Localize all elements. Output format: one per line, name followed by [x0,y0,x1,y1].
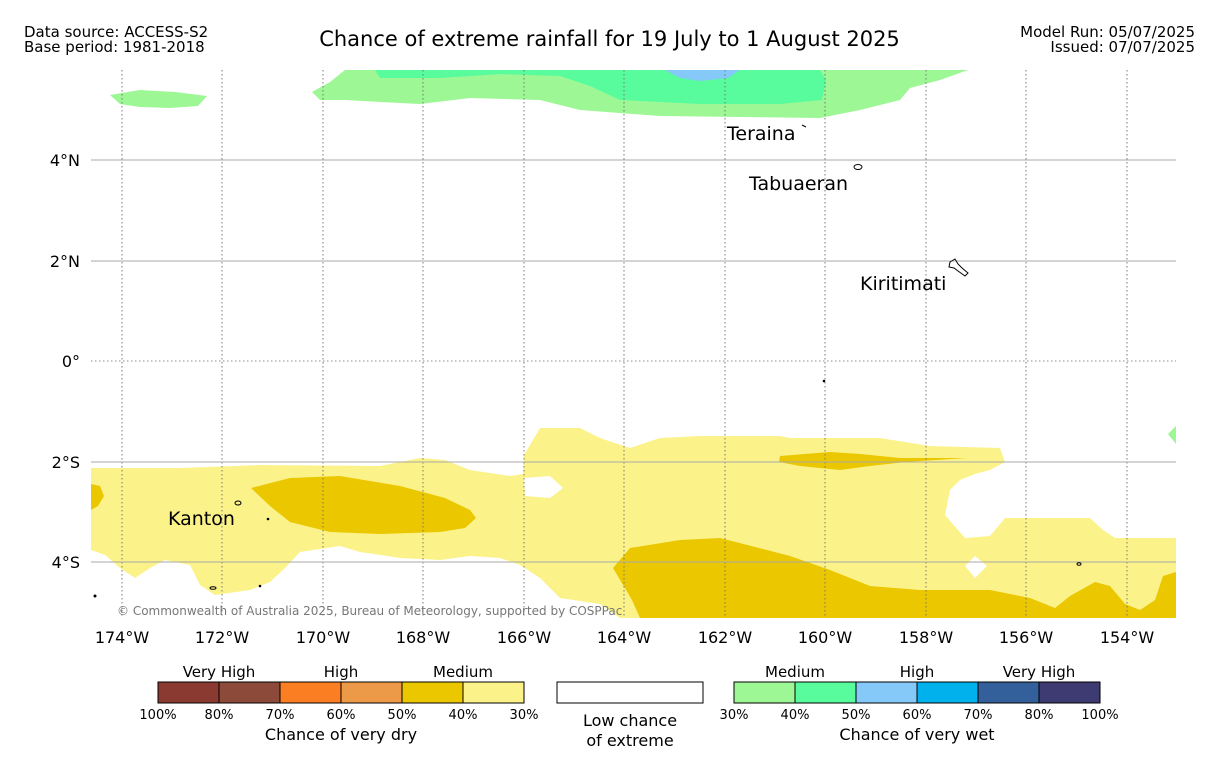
legend-wet-caption: Chance of very wet [839,725,994,744]
legend-low-line1: Low chance [583,711,677,730]
legend-dry-swatch [463,682,524,703]
dry-50-40-region [613,538,1176,618]
wet-high-region-blue [665,70,740,81]
kanton-island [234,500,242,506]
islet [93,594,97,598]
place-label-kiritimati: Kiritimati [860,273,946,295]
islet [258,584,262,588]
issued-text: Issued: 07/07/2025 [1050,38,1195,56]
dry-50-40-region [91,484,104,510]
islet [209,586,217,590]
legend-dry-tick: 70% [266,708,295,723]
legend-wet-tick: 70% [964,708,993,723]
legend-dry: Very High High Medium 100% 80% 70% 60% 5… [139,663,538,744]
low-chance-hole [91,546,620,618]
header-model: Model Run: 05/07/2025 Issued: 07/07/2025 [1020,25,1195,55]
legend-wet-tick: 40% [781,708,810,723]
legend-wet-tick: 100% [1081,708,1118,723]
legend-dry-tick: 40% [449,708,478,723]
legend-wet-category: Very High [1003,663,1076,681]
place-label-kanton: Kanton [168,508,235,530]
legend-wet: Medium High Very High 30% 40% 50% 60% 70… [720,663,1119,744]
legend-dry-swatch [280,682,341,703]
dry-50-40-region [779,452,967,470]
low-chance-hole [524,476,563,498]
legend-dry-swatch [341,682,402,703]
map-title: Chance of extreme rainfall for 19 July t… [319,27,900,51]
legend-dry-tick: 80% [205,708,234,723]
lat-label: 4°S [52,553,80,572]
legend-wet-swatch [917,682,978,703]
islet [1076,562,1082,566]
legend-wet-swatch [734,682,795,703]
lat-label: 0° [62,352,80,371]
lon-label: 156°W [999,628,1054,647]
legend-wet-tick: 60% [903,708,932,723]
legend-low: Low chance of extreme [556,681,704,750]
legend-dry-swatch [402,682,463,703]
legend-wet-tick: 50% [842,708,871,723]
legend-wet-swatch [795,682,856,703]
legend-dry-swatch [158,682,219,703]
legend-wet-tick: 80% [1025,708,1054,723]
legend-dry-tick: 30% [510,708,539,723]
lon-label: 170°W [296,628,351,647]
map-fields [91,70,1176,618]
legend-dry-tick: 100% [139,708,176,723]
lat-label: 2°N [50,252,80,271]
legend-low-swatch [556,681,704,704]
lon-label: 160°W [798,628,853,647]
kiritimati-island [948,258,969,277]
legend-low-line2: of extreme [586,731,673,750]
islet [822,379,826,383]
legend-dry-category: Medium [433,663,493,681]
lon-label: 164°W [597,628,652,647]
place-label-tabuaeran: Tabuaeran [748,173,848,195]
dry-50-40-region [251,476,476,534]
wet-edge-east [1168,426,1176,444]
lon-label: 168°W [396,628,451,647]
legend-dry-caption: Chance of very dry [265,725,417,744]
legend-wet-swatch [978,682,1039,703]
legend-wet-swatch [856,682,917,703]
legend-dry-swatch [219,682,280,703]
lon-label: 154°W [1100,628,1155,647]
wet-medium-region-west [110,90,207,108]
islands [93,124,1082,598]
base-period-text: Base period: 1981-2018 [24,38,205,56]
islet [266,517,270,521]
copyright-text: © Commonwealth of Australia 2025, Bureau… [117,604,622,618]
legend-dry-tick: 60% [327,708,356,723]
legend-dry-category: Very High [183,663,256,681]
header-source: Data source: ACCESS-S2 Base period: 1981… [24,25,208,55]
model-run-text: Model Run: 05/07/2025 [1020,23,1195,41]
legend-wet-swatch [1039,682,1100,703]
data-source-text: Data source: ACCESS-S2 [24,23,209,41]
legend-wet-category: High [900,663,934,681]
legend-wet-tick: 30% [720,708,749,723]
gridlines [91,70,1176,618]
lon-label: 166°W [497,628,552,647]
teraina-island [801,124,807,128]
lon-label: 174°W [95,628,150,647]
tabuaeran-island [853,164,863,170]
lat-label: 2°S [52,453,80,472]
legend-dry-category: High [324,663,358,681]
legend-dry-tick: 50% [388,708,417,723]
lat-label: 4°N [50,151,80,170]
place-label-teraina: Teraina [726,123,796,145]
lon-label: 172°W [195,628,250,647]
lon-label: 162°W [698,628,753,647]
legend-wet-category: Medium [765,663,825,681]
lon-label: 158°W [899,628,954,647]
